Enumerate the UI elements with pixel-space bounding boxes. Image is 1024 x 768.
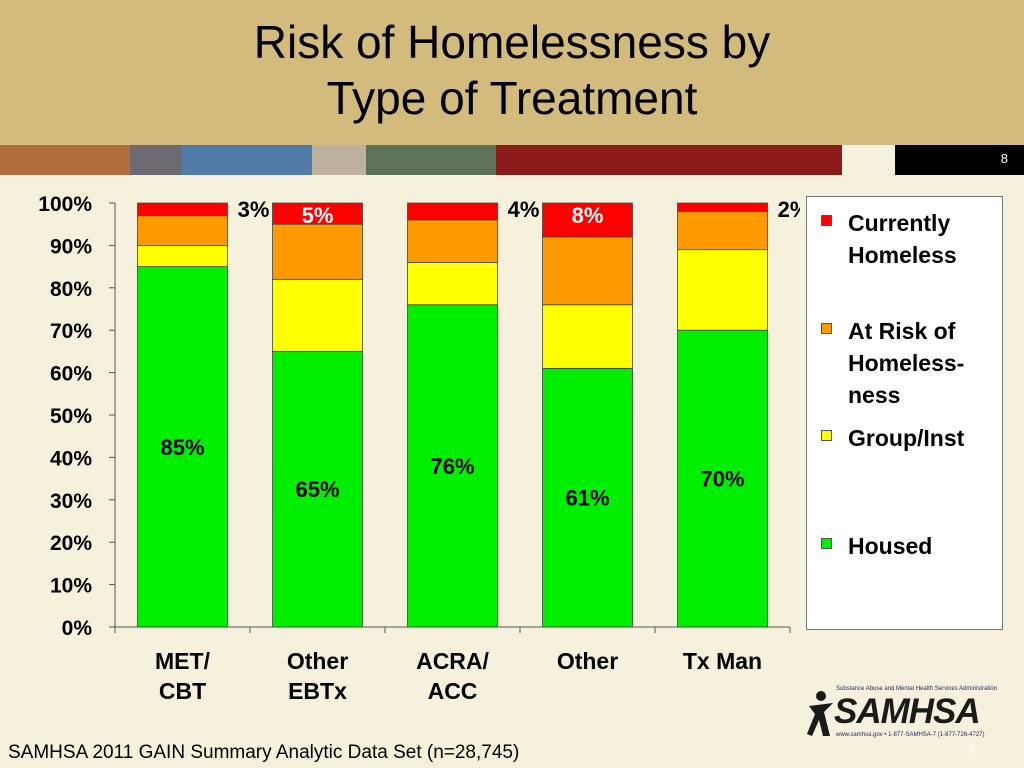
decor-stripe-7 [842,145,895,175]
bar-segment-at-risk-of-homeless-ness [407,219,498,263]
legend-label: At Risk of Homeless-ness [848,315,1008,411]
bar-segment-currently-homeless [407,202,498,221]
bar-segment-currently-homeless [272,202,363,225]
bar-segment-group-inst [542,304,633,369]
slide-number-box: 8 [895,145,1024,175]
title-line-1: Risk of Homelessness by [253,16,771,68]
bar-segment-at-risk-of-homeless-ness [272,223,363,280]
x-category-label: EBTx [288,678,347,704]
y-tick-label: 60% [50,363,92,386]
y-tick-label: 80% [50,278,92,301]
bar-segment-currently-homeless [542,202,633,238]
housed-value-label: 85% [160,435,204,460]
chart-legend: Currently Homeless At Risk of Homeless-ness… [806,196,1003,630]
x-category-label: Other [287,648,348,674]
housed-value-label: 65% [295,477,339,502]
housed-value-label: 70% [700,467,744,492]
legend-label-line: At Risk of [848,318,956,344]
legend-swatch [821,215,832,226]
y-tick-label: 50% [50,405,92,428]
bar-segment-at-risk-of-homeless-ness [677,211,768,251]
title-line-2: Type of Treatment [326,72,698,124]
legend-label: Housed [848,530,1008,562]
samhsa-logo: Substance Abuse and Mental Health Servic… [806,686,997,742]
bar-segment-currently-homeless [137,202,228,217]
logo-contact-text: www.samhsa.gov • 1-877-SAMHSA-7 (1-877-7… [836,732,985,738]
legend-label-line: Housed [848,533,933,559]
bar-segment-at-risk-of-homeless-ness [137,215,228,246]
homeless-value-label: 8% [572,203,604,228]
bar-segment-housed [407,304,498,628]
homeless-value-label: 4% [508,197,540,222]
person-figure-icon [807,691,833,736]
x-category-label: ACC [428,678,478,704]
bar-segment-housed [137,266,228,628]
slide-title: Risk of Homelessness by Type of Treatmen… [0,14,1024,126]
decor-stripe-6 [496,145,842,175]
legend-label-line: Homeless- [848,350,965,376]
y-tick-label: 100% [38,193,92,216]
homeless-value-label: 3% [238,197,270,222]
decor-stripe-3 [182,145,312,175]
source-footnote: SAMHSA 2011 GAIN Summary Analytic Data S… [8,742,520,763]
legend-swatch [821,538,832,549]
bar-segment-group-inst [272,278,363,352]
y-tick-label: 0% [62,617,93,640]
bar-segment-housed [272,350,363,628]
stacked-bar-chart: 0% 10% 20% 30% 40% 50% 60% 70% 80% 90% 100% 85% 3% ME… [38,193,800,704]
decor-stripe-1 [0,145,130,175]
housed-value-label: 76% [430,454,474,479]
legend-swatch [821,323,832,334]
legend-label-line: ness [848,382,901,408]
legend-label: Currently Homeless [848,207,1008,271]
bar-segment-housed [542,367,633,628]
title-banner [0,0,1024,145]
logo-wordmark: SAMHSA [834,692,981,731]
footer-slide-number: 8 [968,741,976,756]
bar-segment-group-inst [677,249,768,331]
housed-value-label: 61% [565,486,609,511]
legend-label-line: Homeless [848,242,957,268]
legend-label-line: Group/Inst [848,425,965,451]
legend-swatch [821,430,832,441]
x-category-label: Tx Man [683,648,762,674]
y-tick-label: 70% [50,320,92,343]
x-category-label: ACRA/ [416,648,489,674]
legend-label-line: Currently [848,210,951,236]
decor-stripe-5 [366,145,496,175]
slide-number: 8 [1000,151,1008,166]
y-tick-label: 20% [50,532,92,555]
legend-label: Group/Inst [848,422,1008,454]
bar-segment-group-inst [407,261,498,306]
y-tick-label: 10% [50,575,92,598]
homeless-value-label: 2% [778,197,800,222]
y-tick-label: 90% [50,235,92,258]
y-tick-label: 40% [50,447,92,470]
homeless-value-label: 5% [302,203,334,228]
decor-stripe-4 [312,145,366,175]
decor-stripe-2 [130,145,182,175]
logo-agency-text: Substance Abuse and Mental Health Servic… [836,686,998,692]
bar-segment-currently-homeless [677,202,768,212]
x-category-label: Other [557,648,618,674]
y-tick-label: 30% [50,490,92,513]
x-category-label: CBT [159,678,206,704]
bar-segment-at-risk-of-homeless-ness [542,236,633,306]
x-category-label: MET/ [155,648,211,674]
bar-segment-group-inst [137,245,228,268]
